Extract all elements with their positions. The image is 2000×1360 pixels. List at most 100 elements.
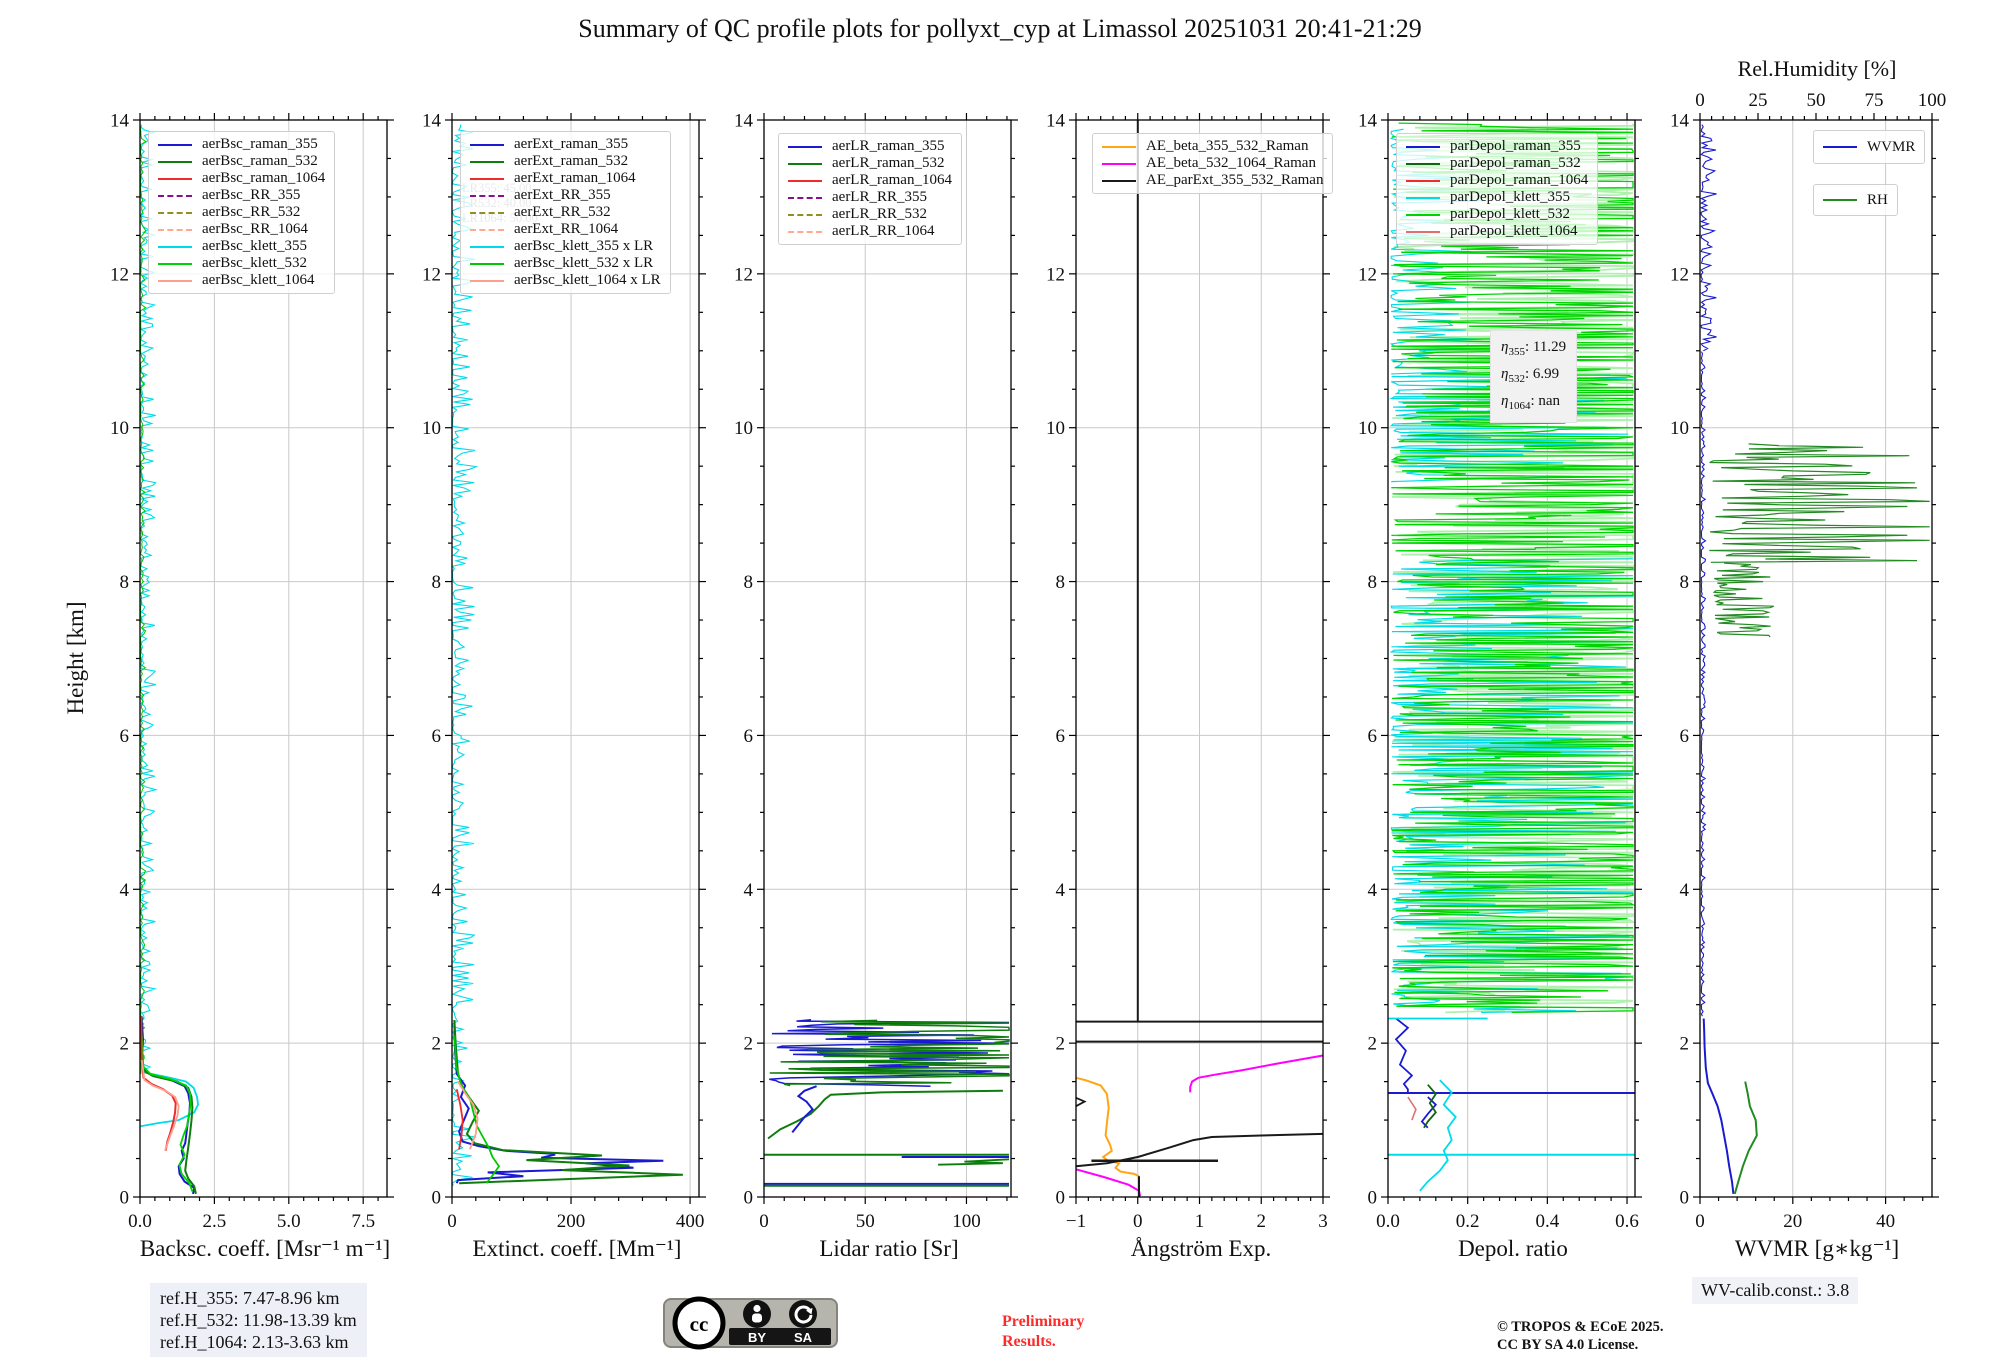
y-tick-label: 2	[1056, 1034, 1066, 1055]
x-tick-label: 50	[856, 1211, 875, 1232]
y-tick-label: 14	[1670, 111, 1690, 132]
x-tick-label: 0	[759, 1211, 769, 1232]
y-tick-label: 0	[1056, 1188, 1066, 1209]
y-tick-label: 6	[432, 726, 442, 747]
y-tick-label: 6	[1056, 726, 1066, 747]
x-tick-label: 0.0	[1376, 1211, 1400, 1232]
legend-line-sample	[788, 179, 822, 182]
x-tick-label: 5.0	[277, 1211, 301, 1232]
cc-by-sa-license-badge: cc BY SA	[663, 1296, 838, 1350]
legend-item: aerExt_raman_532	[470, 153, 661, 170]
series-RH_profile	[1733, 1081, 1758, 1195]
y-tick-label: 0	[432, 1188, 442, 1209]
y-tick-label: 10	[734, 418, 753, 439]
legend-line-sample	[470, 262, 504, 265]
x-tick-label: 0	[1695, 1211, 1705, 1232]
series-aerExt_raman_1064	[455, 1089, 464, 1150]
x-tick-label: 400	[676, 1211, 705, 1232]
legend-line-sample	[470, 211, 504, 214]
legend-line-sample	[470, 279, 504, 282]
y-tick-label: 10	[1670, 418, 1689, 439]
subplot-backscatter: 0.0 2.5 5.0 7.5 0 2 4 6 8 10 12 14	[110, 111, 394, 1232]
legend-line-sample	[788, 196, 822, 199]
legend-item: parDepol_raman_1064	[1406, 172, 1588, 189]
x-tick-label: 0.2	[1456, 1211, 1480, 1232]
legend-line-sample	[1102, 179, 1136, 182]
x-tick-label: 2.5	[203, 1211, 227, 1232]
legend-item: AE_parExt_355_532_Raman	[1102, 172, 1323, 189]
x-tick-label: 100	[952, 1211, 981, 1232]
y-tick-label: 10	[1046, 418, 1065, 439]
legend-item: aerLR_raman_532	[788, 155, 952, 172]
legend-label: AE_beta_355_532_Raman	[1146, 138, 1309, 154]
legend-item: aerBsc_klett_532	[158, 255, 325, 272]
legend-item: RH	[1823, 189, 1888, 211]
legend-item: aerExt_RR_355	[470, 187, 661, 204]
series-parDepol_klett_355_prof	[1419, 1079, 1457, 1192]
legend-item: aerLR_raman_1064	[788, 172, 952, 189]
legend-label: aerLR_RR_532	[832, 206, 927, 222]
legend-label: aerBsc_RR_1064	[202, 221, 308, 237]
legend-label: aerBsc_klett_355 x LR	[514, 238, 654, 254]
legend-angstroem: AE_beta_355_532_Raman AE_beta_532_1064_R…	[1092, 133, 1334, 194]
legend-line-sample	[1102, 145, 1136, 148]
legend-label: AE_beta_532_1064_Raman	[1146, 155, 1316, 171]
legend-item: aerBsc_RR_1064	[158, 221, 325, 238]
top-tick-label: 75	[1865, 90, 1884, 111]
legend-item: aerBsc_klett_532 x LR	[470, 255, 661, 272]
legend-item: aerBsc_klett_355	[158, 238, 325, 255]
legend-label: RH	[1867, 191, 1888, 208]
eta-subscript: 532	[1508, 373, 1525, 385]
noise-wvmr_noise_top	[1699, 124, 1717, 352]
legend-lidar-ratio: aerLR_raman_355 aerLR_raman_532 aerLR_ra…	[778, 133, 962, 245]
y-tick-label: 12	[1046, 264, 1065, 285]
eta-value: : nan	[1530, 393, 1561, 409]
noise-LR532_band	[769, 1019, 1010, 1087]
legend-line-sample	[788, 145, 822, 148]
legend-label: aerExt_raman_1064	[514, 170, 636, 186]
y-tick-label: 8	[120, 572, 130, 593]
y-tick-label: 6	[120, 726, 130, 747]
noise-rh_band_high	[1709, 443, 1930, 563]
x-axis-label-extinction: Extinct. coeff. [Mm⁻¹]	[472, 1236, 682, 1261]
legend-label: aerBsc_RR_532	[202, 204, 301, 220]
legend-label: parDepol_raman_532	[1450, 155, 1581, 171]
x-tick-label: 0	[447, 1211, 457, 1232]
legend-item: aerBsc_klett_355 x LR	[470, 238, 661, 255]
cc-logo-text: cc	[690, 1312, 709, 1336]
x-tick-label: 200	[557, 1211, 586, 1232]
y-tick-label: 0	[1680, 1188, 1690, 1209]
x-tick-label: 2	[1257, 1211, 1267, 1232]
legend-label: aerLR_RR_1064	[832, 223, 935, 239]
x-tick-label: −1	[1066, 1211, 1086, 1232]
legend-line-sample	[470, 143, 504, 146]
legend-label: parDepol_klett_532	[1450, 206, 1570, 222]
series-AE_zigzag_left	[1075, 1096, 1087, 1107]
noise-klett355xLR_noise	[450, 124, 479, 1186]
legend-label: aerBsc_klett_532	[202, 255, 307, 271]
legend-item: aerExt_RR_1064	[470, 221, 661, 238]
y-tick-label: 4	[120, 880, 130, 901]
axes-frame	[1699, 119, 1933, 1198]
legend-label: aerBsc_raman_1064	[202, 170, 326, 186]
x-tick-label: 0	[1133, 1211, 1143, 1232]
y-tick-label: 8	[744, 572, 754, 593]
y-tick-label: 2	[1368, 1034, 1378, 1055]
y-tick-label: 8	[432, 572, 442, 593]
y-tick-label: 12	[1358, 264, 1377, 285]
y-tick-label: 2	[1680, 1034, 1690, 1055]
legend-item: WVMR	[1823, 135, 1915, 159]
y-tick-label: 4	[1056, 880, 1066, 901]
series-aerBsc_raman_532	[140, 1016, 197, 1195]
reference-heights-box: ref.H_355: 7.47-8.96 km ref.H_532: 11.98…	[150, 1283, 367, 1357]
x-tick-label: 7.5	[351, 1211, 375, 1232]
noise-klett355_band	[1389, 558, 1634, 1013]
legend-label: aerBsc_klett_532 x LR	[514, 255, 654, 271]
noise-wvmr_noise_mid	[1700, 351, 1707, 1017]
y-tick-label: 8	[1368, 572, 1378, 593]
preliminary-results-warning: Preliminary Results.	[1002, 1313, 1085, 1350]
legend-item: aerBsc_RR_532	[158, 204, 325, 221]
y-tick-label: 8	[1056, 572, 1066, 593]
eta-subscript: 355	[1508, 346, 1525, 358]
